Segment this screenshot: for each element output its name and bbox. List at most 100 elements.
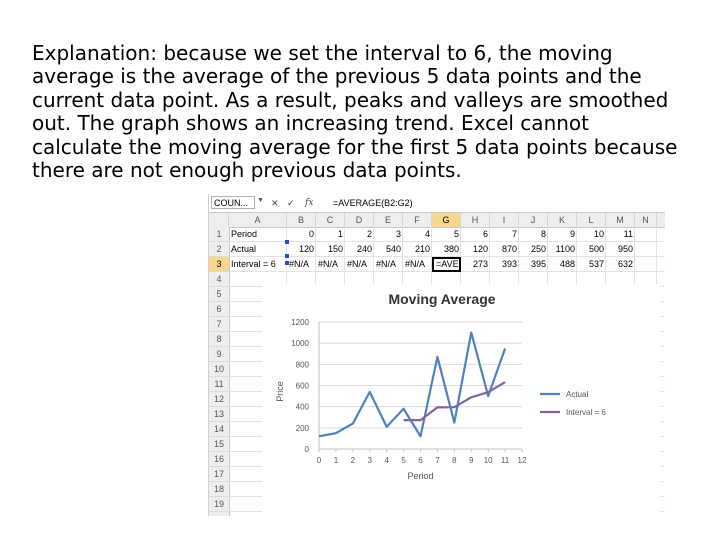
explanation-line: there are not enough previous data point…	[32, 158, 462, 183]
range-handle[interactable]	[285, 261, 289, 265]
formula-bar: COUN... ▼ ✕ ✓ fx =AVERAGE(B2:G2)	[209, 194, 665, 213]
row-header-4[interactable]: 4	[209, 272, 229, 287]
column-header-k[interactable]: K	[548, 213, 577, 227]
data-cell[interactable]: 540	[385, 244, 401, 254]
data-cell[interactable]: 1	[337, 229, 343, 239]
enter-icon[interactable]: ✓	[287, 198, 295, 208]
data-cell[interactable]: 3	[395, 229, 401, 239]
column-header-c[interactable]: C	[316, 213, 345, 227]
column-header-f[interactable]: F	[403, 213, 432, 227]
column-header-a[interactable]: A	[229, 213, 287, 227]
column-header-i[interactable]: I	[490, 213, 519, 227]
data-cell[interactable]: 870	[501, 244, 517, 254]
data-cell[interactable]: #N/A	[405, 259, 426, 269]
data-cell[interactable]: #N/A	[376, 259, 397, 269]
data-cell[interactable]: 537	[588, 259, 604, 269]
range-handle[interactable]	[285, 240, 289, 244]
data-cell[interactable]: 500	[588, 244, 604, 254]
data-cell[interactable]: 0	[308, 229, 314, 239]
data-cell[interactable]: 4	[424, 229, 430, 239]
range-handle[interactable]	[285, 254, 289, 258]
data-cell[interactable]: 120	[298, 244, 314, 254]
row-header-1[interactable]: 1	[209, 227, 229, 242]
data-cell[interactable]: 1100	[555, 244, 575, 254]
data-cell[interactable]: 9	[569, 229, 575, 239]
row-label-cell[interactable]: Actual	[231, 244, 257, 254]
data-cell[interactable]: 632	[617, 259, 633, 269]
row-header-14[interactable]: 14	[209, 422, 229, 437]
column-header-l[interactable]: L	[577, 213, 606, 227]
column-header-d[interactable]: D	[345, 213, 374, 227]
data-cell[interactable]: 250	[530, 244, 546, 254]
data-cell[interactable]: 950	[617, 244, 633, 254]
data-cell[interactable]: 273	[472, 259, 488, 269]
row-label-cell[interactable]: Period	[231, 229, 258, 239]
data-cell[interactable]: 120	[472, 244, 488, 254]
row-header-12[interactable]: 12	[209, 392, 229, 407]
row-header-16[interactable]: 16	[209, 452, 229, 467]
x-tick-label: 7	[435, 456, 440, 465]
data-cell[interactable]: 5	[453, 229, 459, 239]
chevron-down-icon[interactable]: ▼	[257, 197, 264, 204]
row-header-19[interactable]: 19	[209, 497, 229, 512]
row-header-7[interactable]: 7	[209, 317, 229, 332]
row-header-18[interactable]: 18	[209, 482, 229, 497]
row-header-2[interactable]: 2	[209, 242, 229, 257]
column-header-e[interactable]: E	[374, 213, 403, 227]
cancel-icon[interactable]: ✕	[271, 198, 279, 208]
column-header-j[interactable]: J	[519, 213, 548, 227]
data-cell[interactable]: 210	[414, 244, 430, 254]
moving-average-chart[interactable]: Moving Average 0 200 400 600 800 1000 1200 0 1 2 3 4…	[262, 284, 660, 516]
column-header-n[interactable]: N	[635, 213, 657, 227]
row-header-3[interactable]: 3	[209, 257, 229, 272]
row-header-15[interactable]: 15	[209, 437, 229, 452]
data-cell[interactable]: 10	[593, 229, 604, 239]
row-header-13[interactable]: 13	[209, 407, 229, 422]
explanation-line: out. The graph shows an increasing trend…	[32, 111, 589, 136]
formula-input[interactable]: =AVERAGE(B2:G2)	[333, 198, 413, 208]
row-header-10[interactable]: 10	[209, 362, 229, 377]
data-cell[interactable]: 393	[501, 259, 517, 269]
row-header-5[interactable]: 5	[209, 287, 229, 302]
data-cell[interactable]: 150	[327, 244, 343, 254]
data-cell[interactable]: #N/A	[347, 259, 368, 269]
column-header-g[interactable]: G	[432, 213, 461, 227]
data-cell[interactable]: #N/A	[318, 259, 339, 269]
x-tick-label: 4	[384, 456, 389, 465]
function-icon[interactable]: fx	[305, 198, 314, 208]
gridline	[229, 241, 665, 242]
x-tick-label: 1	[334, 456, 339, 465]
x-axis-label: Period	[407, 471, 433, 481]
data-cell[interactable]: 240	[356, 244, 372, 254]
row-label-cell[interactable]: Interval = 6	[231, 259, 276, 269]
active-cell[interactable]: =AVER	[432, 257, 461, 272]
data-cell[interactable]: 488	[559, 259, 575, 269]
gridline	[229, 256, 665, 257]
row-header-8[interactable]: 8	[209, 332, 229, 347]
data-cell[interactable]: 11	[623, 229, 633, 239]
select-all-corner[interactable]	[209, 213, 229, 227]
y-tick-label: 800	[296, 360, 310, 369]
explanation-line: average is the average of the previous 5…	[32, 64, 642, 89]
explanation-line: calculate the moving average for the fir…	[32, 134, 678, 159]
row-header-9[interactable]: 9	[209, 347, 229, 362]
y-tick-label: 0	[305, 445, 310, 454]
series-line-0	[318, 331, 507, 438]
row-header-6[interactable]: 6	[209, 302, 229, 317]
data-cell[interactable]: 8	[540, 229, 546, 239]
x-tick-label: 6	[418, 456, 423, 465]
row-header-17[interactable]: 17	[209, 467, 229, 482]
data-cell[interactable]: 2	[366, 229, 372, 239]
column-header-m[interactable]: M	[606, 213, 635, 227]
data-cell[interactable]: #N/A	[289, 259, 310, 269]
x-tick-label: 9	[469, 456, 474, 465]
data-cell[interactable]: 380	[443, 244, 459, 254]
x-tick-label: 10	[484, 456, 493, 465]
data-cell[interactable]: 6	[482, 229, 488, 239]
name-box[interactable]: COUN...	[211, 196, 255, 209]
column-header-h[interactable]: H	[461, 213, 490, 227]
column-header-b[interactable]: B	[287, 213, 316, 227]
data-cell[interactable]: 7	[511, 229, 517, 239]
data-cell[interactable]: 395	[530, 259, 546, 269]
row-header-11[interactable]: 11	[209, 377, 229, 392]
